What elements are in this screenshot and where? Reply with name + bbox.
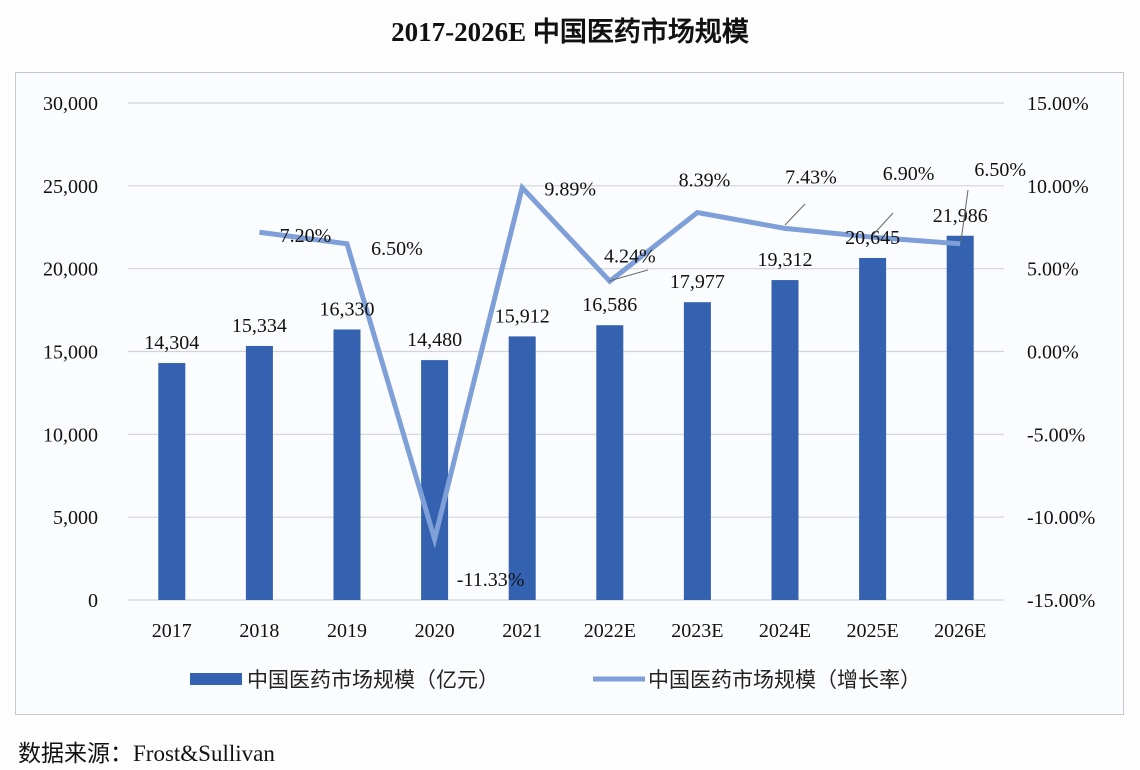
right-axis-tick-label: -5.00% bbox=[1027, 424, 1085, 446]
chart-title: 2017-2026E 中国医药市场规模 bbox=[391, 17, 749, 47]
right-axis-tick-label: 5.00% bbox=[1027, 259, 1079, 281]
x-axis-tick-label: 2020 bbox=[415, 620, 455, 642]
right-axis-tick-label: -15.00% bbox=[1027, 590, 1095, 612]
legend-swatch-bar bbox=[190, 673, 242, 685]
right-axis-tick-label: 10.00% bbox=[1027, 176, 1089, 198]
line-data-label: 6.50% bbox=[371, 238, 423, 260]
bar-data-labels: 14,304 15,334 16,330 14,480 15,912 16,586 17,9… bbox=[144, 205, 987, 354]
line-data-label: 6.90% bbox=[883, 163, 935, 185]
gridlines bbox=[128, 102, 1004, 601]
left-axis-tick-label: 15,000 bbox=[43, 342, 98, 364]
bar-data-label: 14,480 bbox=[407, 329, 462, 351]
line-data-label: 7.43% bbox=[785, 166, 837, 188]
x-axis-tick-label: 2021 bbox=[502, 620, 542, 642]
label-leader-line bbox=[960, 189, 969, 242]
bar bbox=[333, 329, 361, 600]
label-leader-line bbox=[608, 269, 649, 282]
legend-label: 中国医药市场规模（亿元） bbox=[247, 668, 499, 692]
right-axis-tick-label: 0.00% bbox=[1027, 342, 1079, 364]
bar bbox=[508, 336, 536, 600]
line-data-label: 9.89% bbox=[544, 179, 596, 201]
bar-series bbox=[158, 235, 974, 601]
bar bbox=[245, 345, 273, 600]
legend: 中国医药市场规模（亿元） 中国医药市场规模（增长率） bbox=[190, 668, 921, 692]
line-data-label: -11.33% bbox=[457, 569, 525, 591]
label-leader-line bbox=[784, 203, 806, 226]
line-data-label: 8.39% bbox=[679, 170, 731, 192]
bar-data-label: 20,645 bbox=[845, 227, 900, 249]
x-axis-tick-label: 2023E bbox=[671, 620, 723, 642]
line-data-label: 6.50% bbox=[974, 159, 1026, 181]
line-data-label: 7.20% bbox=[280, 225, 332, 247]
x-axis-tick-label: 2024E bbox=[759, 620, 811, 642]
left-axis-tick-label: 30,000 bbox=[43, 93, 98, 115]
legend-label: 中国医药市场规模（增长率） bbox=[648, 668, 921, 692]
right-axis: -15.00% -10.00% -5.00% 0.00% 5.00% 10.00% 15.0… bbox=[1027, 93, 1095, 612]
bar bbox=[771, 280, 799, 600]
left-axis-tick-label: 10,000 bbox=[43, 424, 98, 446]
left-axis-tick-label: 0 bbox=[88, 590, 98, 612]
x-axis-tick-label: 2026E bbox=[934, 620, 986, 642]
x-axis-tick-label: 2019 bbox=[327, 620, 367, 642]
x-axis-tick-label: 2018 bbox=[239, 620, 279, 642]
right-axis-tick-label: -10.00% bbox=[1027, 507, 1095, 529]
bar-data-label: 21,986 bbox=[933, 205, 988, 227]
bar-data-label: 17,977 bbox=[670, 271, 725, 293]
bar-data-label: 15,334 bbox=[232, 315, 287, 337]
bar bbox=[596, 325, 624, 600]
legend-item-line: 中国医药市场规模（增长率） bbox=[593, 668, 921, 692]
line-data-labels: 7.20% 6.50% -11.33% 9.89% 4.24% 8.39% 7.43% 6.9… bbox=[280, 159, 1026, 591]
bar bbox=[683, 302, 711, 600]
line-data-label: 4.24% bbox=[604, 245, 656, 267]
bar-data-label: 15,912 bbox=[495, 305, 550, 327]
bar-data-label: 14,304 bbox=[144, 332, 199, 354]
left-axis: 0 5,000 10,000 15,000 20,000 25,000 30,000 bbox=[43, 93, 98, 612]
x-axis-tick-label: 2017 bbox=[152, 620, 192, 642]
bar bbox=[859, 257, 887, 600]
bar-data-label: 16,330 bbox=[320, 298, 375, 320]
label-leader-line bbox=[872, 212, 894, 236]
chart-frame bbox=[15, 72, 1124, 715]
left-axis-tick-label: 5,000 bbox=[53, 507, 98, 529]
data-source-note: 数据来源：Frost&Sullivan bbox=[18, 741, 275, 766]
legend-item-bar: 中国医药市场规模（亿元） bbox=[190, 668, 499, 692]
x-axis-tick-label: 2022E bbox=[584, 620, 636, 642]
right-axis-tick-label: 15.00% bbox=[1027, 93, 1089, 115]
bar-data-label: 19,312 bbox=[758, 249, 813, 271]
bar-data-label: 16,586 bbox=[582, 294, 637, 316]
left-axis-tick-label: 20,000 bbox=[43, 259, 98, 281]
x-axis: 2017 2018 2019 2020 2021 2022E 2023E 2024E 2025E… bbox=[152, 620, 987, 642]
left-axis-tick-label: 25,000 bbox=[43, 176, 98, 198]
bar bbox=[946, 235, 974, 601]
bar bbox=[158, 363, 186, 600]
x-axis-tick-label: 2025E bbox=[846, 620, 898, 642]
bar bbox=[421, 360, 449, 600]
